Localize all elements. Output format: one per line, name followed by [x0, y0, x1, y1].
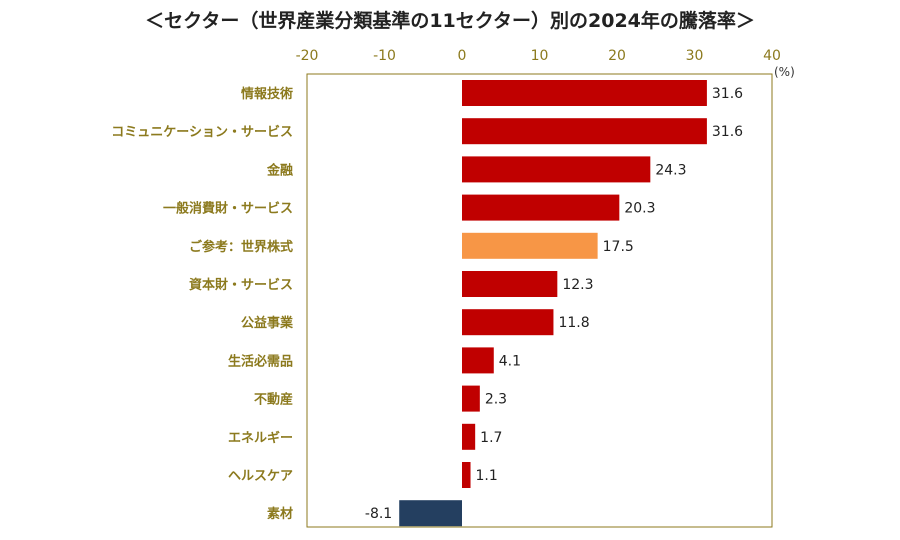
category-label: 不動産	[254, 392, 293, 408]
data-label: 17.5	[603, 239, 634, 255]
category-label: 公益事業	[241, 315, 294, 331]
plot-frame	[306, 73, 773, 528]
category-label: ヘルスケア	[228, 469, 293, 484]
x-tick-label: -10	[373, 48, 396, 64]
data-label: 31.6	[712, 124, 743, 140]
data-label: 1.1	[476, 468, 498, 484]
bar	[462, 118, 707, 145]
x-tick-label: 20	[608, 48, 626, 64]
category-label: 素材	[267, 506, 293, 522]
bar	[462, 423, 476, 450]
category-label: 資本財・サービス	[189, 277, 293, 293]
category-label: ご参考：世界株式	[189, 239, 293, 255]
category-label: 金融	[266, 162, 293, 178]
bar	[462, 347, 494, 374]
data-label: 11.8	[558, 315, 589, 331]
bar	[462, 271, 558, 297]
category-label: 生活必需品	[228, 353, 293, 369]
data-label: 4.1	[499, 353, 521, 369]
data-label: -8.1	[365, 506, 392, 522]
x-tick-label: 30	[686, 48, 704, 64]
bar	[462, 232, 598, 259]
bars	[399, 80, 707, 527]
bar	[462, 156, 651, 183]
x-tick-label: 10	[531, 48, 549, 64]
category-label: コミュニケーション・サービス	[111, 124, 293, 140]
bar	[462, 80, 707, 106]
bar	[462, 194, 620, 221]
bar	[462, 309, 554, 336]
data-label: 31.6	[712, 86, 743, 102]
unit-label: (%)	[774, 65, 795, 79]
x-axis-ticks: -20 -10 0 10 20 30 40	[296, 48, 781, 64]
category-label: エネルギー	[228, 430, 293, 446]
data-label: 12.3	[562, 277, 593, 293]
data-label: 24.3	[655, 162, 686, 178]
bar	[399, 500, 462, 527]
data-labels: 31.6 31.6 24.3 20.3 17.5 12.3 11.8 4.1 2.3 1.7 1.1…	[365, 86, 743, 522]
bar	[462, 385, 480, 412]
category-labels: 情報技術コミュニケーション・サービス金融一般消費財・サービスご参考：世界株式資本…	[111, 86, 294, 522]
category-label: 一般消費財・サービス	[163, 201, 293, 217]
x-tick-label: 40	[763, 48, 781, 64]
bar	[462, 462, 471, 488]
x-tick-label: 0	[458, 48, 467, 64]
data-label: 1.7	[480, 430, 502, 446]
category-label: 情報技術	[241, 86, 293, 102]
data-label: 20.3	[624, 201, 655, 217]
data-label: 2.3	[485, 392, 507, 408]
chart-title: ＜セクター（世界産業分類基準の11セクター）別の2024年の騰落率＞	[145, 10, 755, 32]
x-tick-label: -20	[296, 48, 319, 64]
